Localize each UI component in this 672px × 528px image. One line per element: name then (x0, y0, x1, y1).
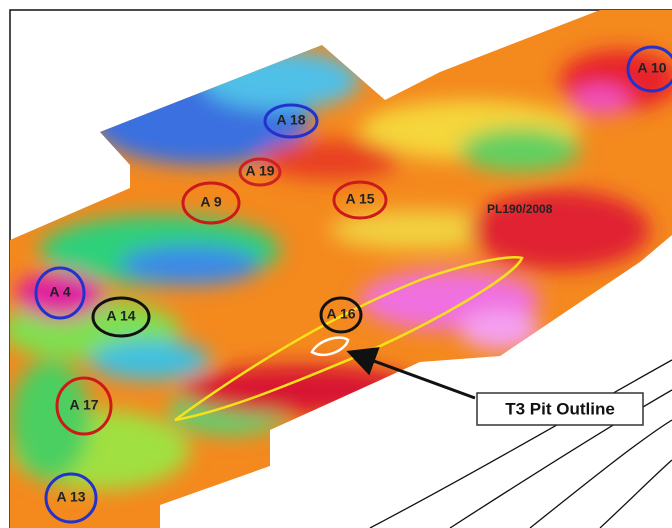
anomaly-label: A 17 (69, 397, 98, 413)
anomaly-label: A 16 (326, 306, 355, 322)
anomaly-label: A 13 (56, 489, 85, 505)
map: A 10 A 18 A 19 A 9 A 15 A 4 A 14 A 16 A … (0, 0, 672, 528)
anomaly-label: A 14 (106, 308, 135, 324)
anomaly-label: A 18 (276, 112, 305, 128)
anomaly-label: A 19 (245, 163, 274, 179)
heatmap (0, 0, 672, 528)
anomaly-label: A 9 (200, 194, 221, 210)
contour-lines (370, 360, 672, 528)
anomaly-label: A 10 (637, 60, 666, 76)
callout-label: T3 Pit Outline (505, 399, 615, 418)
anomaly-label: A 15 (345, 191, 374, 207)
licence-label: PL190/2008 (487, 202, 553, 216)
anomaly-label: A 4 (49, 284, 70, 300)
